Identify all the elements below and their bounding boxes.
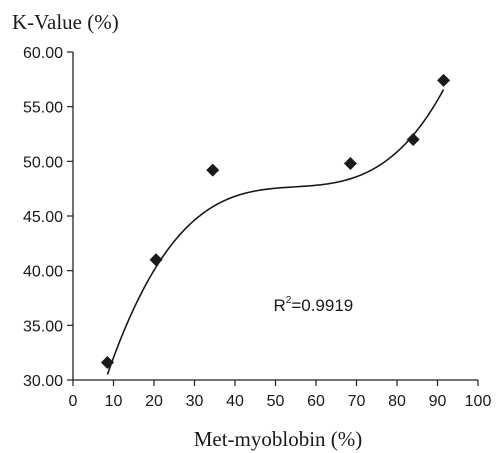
x-tick-label: 30 — [186, 393, 204, 410]
data-point — [100, 356, 114, 370]
y-axis-ticks: 30.00 35.00 40.00 45.00 50.00 55.00 60.00 — [23, 45, 73, 390]
data-point — [343, 157, 357, 171]
trendline — [106, 89, 445, 375]
y-tick-label: 55.00 — [23, 100, 63, 117]
x-tick-label: 100 — [465, 393, 492, 410]
x-tick-label: 70 — [348, 393, 366, 410]
y-tick-label: 45.00 — [23, 209, 63, 226]
y-tick-label: 40.00 — [23, 264, 63, 281]
data-point — [437, 73, 451, 87]
x-tick-label: 40 — [226, 393, 244, 410]
x-tick-label: 90 — [429, 393, 447, 410]
x-tick-label: 60 — [307, 393, 325, 410]
x-axis-ticks: 0 10 20 30 40 50 60 70 80 90 100 — [69, 380, 492, 410]
y-tick-label: 30.00 — [23, 373, 63, 390]
y-tick-label: 35.00 — [23, 318, 63, 335]
x-tick-label: 50 — [267, 393, 285, 410]
data-point — [406, 132, 420, 146]
x-tick-label: 80 — [388, 393, 406, 410]
r-squared-superscript: 2 — [286, 295, 292, 306]
x-axis-title: Met-myoblobin (%) — [194, 427, 363, 451]
data-point — [149, 253, 163, 267]
x-tick-label: 0 — [69, 393, 78, 410]
r-squared-value: =0.9919 — [291, 296, 353, 315]
data-point — [206, 163, 220, 177]
r-squared-prefix: R — [273, 296, 285, 315]
x-tick-label: 20 — [145, 393, 163, 410]
y-tick-label: 60.00 — [23, 45, 63, 62]
r-squared-label: R2=0.9919 — [273, 295, 353, 315]
y-axis-title: K-Value (%) — [12, 10, 119, 34]
data-markers — [100, 73, 451, 370]
y-tick-label: 50.00 — [23, 154, 63, 171]
x-tick-label: 10 — [105, 393, 123, 410]
